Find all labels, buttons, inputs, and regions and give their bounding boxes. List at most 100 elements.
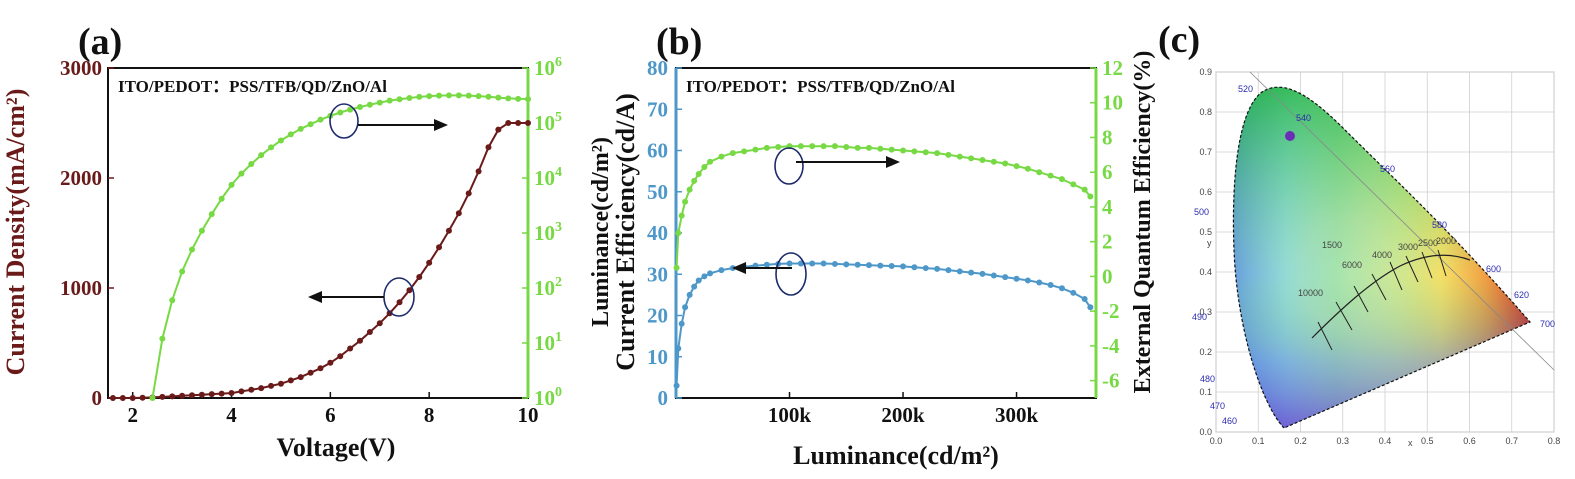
panel-b-point [741,148,748,155]
panel-b-point [888,146,895,153]
cie-x-tick-label: 0.4 [1379,436,1392,446]
panel-b-point [968,155,975,162]
cie-y-tick-label: 0.1 [1199,387,1212,397]
panel-a-right-tick-label: 105 [534,110,562,135]
panel-b-point [718,153,725,160]
panel-b-point [820,260,827,267]
panel-b-point [1002,274,1009,281]
panel-a-point [475,93,482,100]
panel-b-left-tick-label: 20 [647,304,668,328]
panel-b-point [911,264,918,271]
panel-a-point [366,101,373,108]
panel-a-left-ylabel: Current Density(mA/cm²) [1,89,30,376]
panel-b-point [1070,181,1077,188]
panel-a-point [169,393,176,400]
panel-b-point [695,277,702,284]
panel-b-right-tick-label: 10 [1102,91,1123,115]
panel-b-point [678,212,685,219]
panel-a-point [386,310,393,317]
panel-a-point [416,274,423,280]
panel-b-point [888,263,895,269]
panel-a-point [485,144,492,151]
panel-a-point [287,131,294,138]
panel-b-point [843,144,850,151]
panel-a-x-tick-label: 6 [325,403,336,427]
panel-b-point [1024,165,1031,172]
panel-a-point [307,121,314,128]
cie-wavelength-label: 700 [1540,319,1555,329]
panel-a-left-tick-label: 3000 [60,56,102,80]
panel-b-point [718,267,725,274]
panel-b-point [775,144,782,151]
cie-x-tick-label: 0.5 [1421,436,1434,446]
panel-b-point [763,144,770,151]
panel-b-point [675,345,682,352]
panel-a-right-tick-label: 103 [534,220,562,245]
panel-b-point [695,170,702,177]
panel-b-point [707,270,714,277]
panel-b-x-tick-label: 100k [768,403,812,427]
cie-y-tick-label: 0.6 [1199,187,1212,197]
panel-b-point [843,261,850,268]
cie-wavelength-label: 500 [1194,207,1209,217]
panel-b-right-tick-label: 2 [1102,230,1113,254]
panel-a-point [376,320,383,327]
panel-b-label: (b) [656,21,702,63]
cie-y-tick-label: 0.9 [1199,67,1212,77]
panel-a-point [268,382,275,389]
panel-a-point [515,95,522,102]
panel-a-point [179,268,186,275]
panel-b-point [691,283,698,290]
panel-b-left-tick-label: 30 [647,262,668,286]
panel-a-point [485,93,492,100]
cie-horseshoe-outline [1232,86,1531,429]
panel-a-point [179,392,186,399]
cie-wavelength-label: 480 [1200,374,1215,384]
panel-a-point [287,377,294,384]
panel-b-point [1002,160,1009,167]
panel-b-point [820,143,827,150]
cie-wavelength-label: 470 [1210,401,1225,411]
panel-b-point [956,153,963,160]
panel-a-point [416,93,423,100]
panel-b-point [968,269,975,276]
panel-b-point [900,147,907,154]
panel-b-annotation: ITO/PEDOT：PSS/TFB/QD/ZnO/Al [686,77,955,96]
panel-a-left-tick-label: 0 [92,386,103,410]
cie-y-tick-label: 0.3 [1199,307,1212,317]
cie-wavelength-label: 520 [1238,84,1253,94]
panel-a-x-tick-label: 10 [518,403,539,427]
panel-a-point [208,391,215,398]
panel-b-point [701,273,708,280]
panel-b-point [1036,169,1043,176]
panel-b: (b) ITO/PEDOT：PSS/TFB/QD/ZnO/Al 100k 200k… [611,21,1156,470]
panel-a-point [455,210,462,217]
panel-b-point [1047,172,1054,179]
panel-c-label: (c) [1158,19,1200,61]
panel-b-point [979,270,986,277]
panel-b-point [707,158,714,165]
panel-b-blue-circle [775,252,807,296]
panel-b-point [956,268,963,275]
panel-b-point [990,158,997,165]
panel-b-right-tick-label: 6 [1102,160,1113,184]
panel-b-point [686,291,693,298]
panel-b-point [865,262,872,269]
panel-b-left-tick-label: 80 [647,56,668,80]
cie-y-tick-label: 0.0 [1199,427,1212,437]
panel-a-right-tick-label: 102 [534,275,562,300]
panel-b-right-tick-label: 4 [1102,195,1113,219]
panel-a-point [337,353,344,360]
cie-cct-label: 1500 [1322,240,1342,250]
cie-diagonal-line [1249,71,1555,371]
cie-wavelength-label: 600 [1486,264,1501,274]
panel-b-point [809,143,816,150]
panel-b-point [934,265,941,272]
panel-b-left-ylabel: Current Efficiency(cd/A) [611,93,640,371]
panel-b-point [945,267,952,274]
panel-b-point [1087,193,1094,200]
panel-a-xlabel: Voltage(V) [277,433,396,462]
panel-b-point [831,143,838,150]
panel-a-point [376,99,383,106]
